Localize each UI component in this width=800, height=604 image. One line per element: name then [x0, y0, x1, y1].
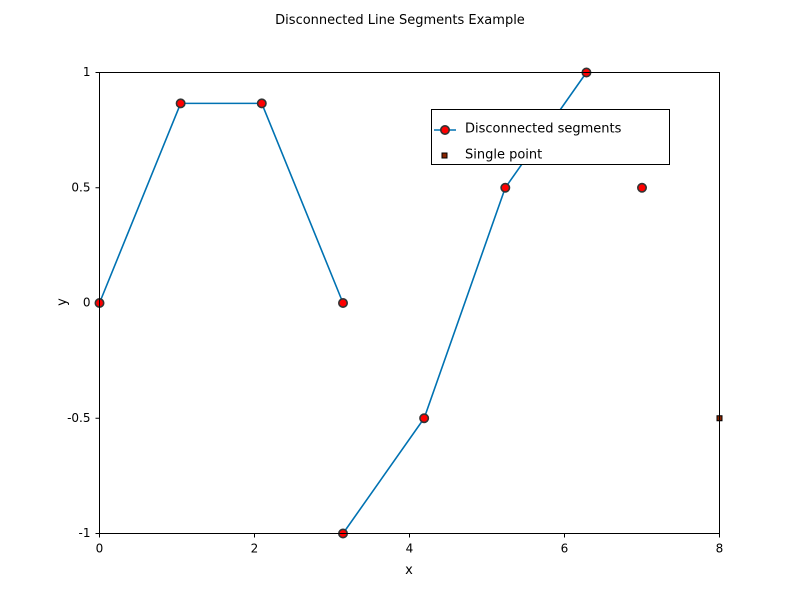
- plot-frame: [99, 72, 720, 534]
- axis-ticks: 0 2 4 6 8 -1 -0.5 0 0.5 1: [67, 65, 723, 556]
- data-point: [500, 182, 511, 193]
- x-tick-label: 8: [716, 542, 724, 556]
- y-axis-label: y: [55, 298, 70, 306]
- legend-label-segments: Disconnected segments: [465, 122, 622, 137]
- data-point: [636, 182, 647, 193]
- legend-marker-single: [441, 152, 448, 159]
- legend: Disconnected segments Single point: [431, 109, 670, 165]
- y-tick-label: -1: [79, 526, 91, 540]
- data-point: [175, 98, 186, 109]
- x-tick-label: 6: [561, 542, 569, 556]
- x-axis-label: x: [405, 563, 413, 578]
- legend-marker-segments: [439, 125, 450, 136]
- data-point: [256, 98, 267, 109]
- chart-title: Disconnected Line Segments Example: [275, 13, 525, 28]
- data-point: [338, 297, 349, 308]
- legend-box: [431, 109, 670, 165]
- series-line-segment: [98, 102, 344, 304]
- x-tick-label: 4: [406, 542, 414, 556]
- x-tick-label: 2: [251, 542, 259, 556]
- y-tick-label: 0.5: [71, 180, 90, 194]
- data-point: [419, 413, 430, 424]
- legend-label-single: Single point: [465, 148, 542, 163]
- y-tick-label: -0.5: [67, 411, 90, 425]
- y-tick-label: 0: [83, 296, 91, 310]
- x-tick-label: 0: [96, 542, 104, 556]
- y-tick-label: 1: [83, 65, 91, 79]
